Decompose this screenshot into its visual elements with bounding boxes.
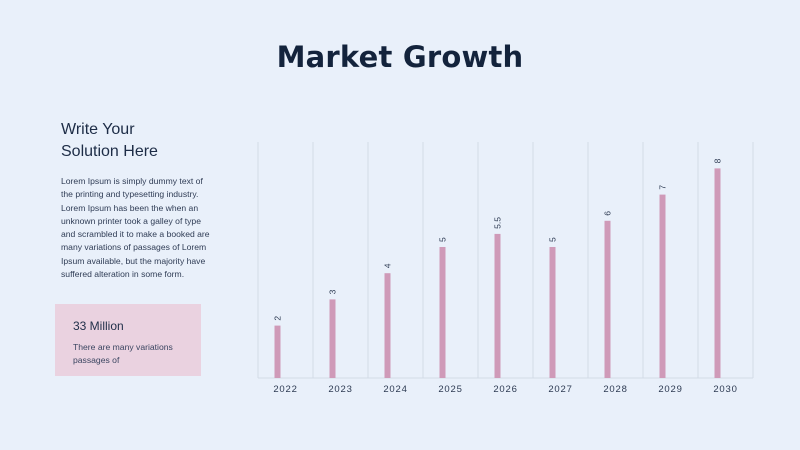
x-tick-label: 2024 xyxy=(383,384,407,395)
x-tick-label: 2029 xyxy=(658,384,682,395)
data-label: 4 xyxy=(383,263,393,268)
data-label: 3 xyxy=(328,289,338,294)
bar-2026 xyxy=(494,233,501,378)
stat-description: There are many variations passages of xyxy=(73,342,173,365)
x-tick-label: 2023 xyxy=(328,384,352,395)
x-tick-label: 2022 xyxy=(273,384,297,395)
page-title: Market Growth xyxy=(276,40,524,74)
bar-2025 xyxy=(439,247,446,378)
x-tick-label: 2028 xyxy=(603,384,627,395)
data-label: 2 xyxy=(273,316,283,321)
x-tick-label: 2030 xyxy=(713,384,737,395)
data-label: 6 xyxy=(603,211,613,216)
bar-2022 xyxy=(274,325,281,378)
data-label: 5.5 xyxy=(493,217,503,229)
data-label: 8 xyxy=(713,158,723,163)
bar-2023 xyxy=(329,299,336,378)
body-paragraph: Lorem Ipsum is simply dummy text of the … xyxy=(61,176,210,280)
section-heading-line-1: Write Your xyxy=(61,121,135,138)
data-label: 7 xyxy=(658,185,668,190)
section-heading: Write Your Solution Here xyxy=(61,119,231,163)
x-tick-label: 2027 xyxy=(548,384,572,395)
bar-2030 xyxy=(714,168,721,378)
bar-2028 xyxy=(604,220,611,378)
data-label: 5 xyxy=(548,237,558,242)
stat-card: 33 Million There are many variations pas… xyxy=(55,304,201,376)
data-label: 5 xyxy=(438,237,448,242)
x-tick-label: 2026 xyxy=(493,384,517,395)
x-tick-label: 2025 xyxy=(438,384,462,395)
bar-2027 xyxy=(549,247,556,378)
bar-2029 xyxy=(659,194,666,378)
stat-value: 33 Million xyxy=(73,319,124,333)
section-heading-line-2: Solution Here xyxy=(61,143,158,160)
bar-2024 xyxy=(384,273,391,378)
